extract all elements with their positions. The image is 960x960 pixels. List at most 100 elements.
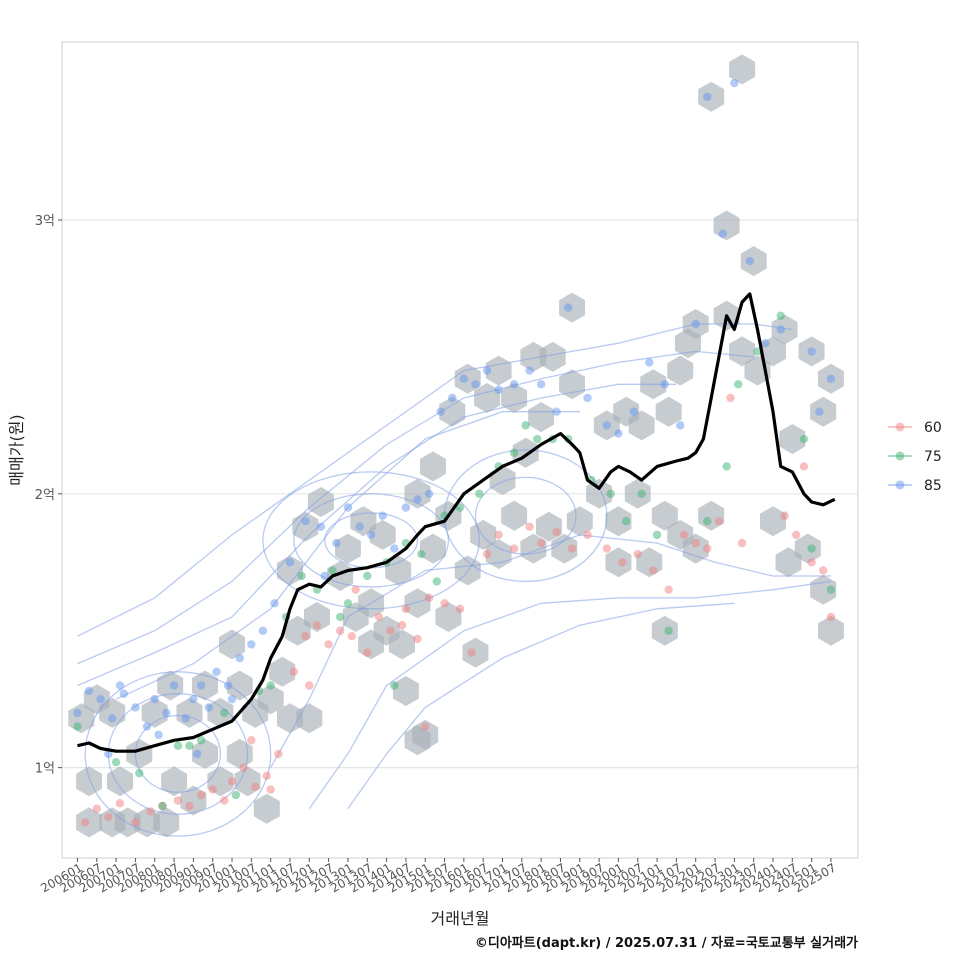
point-75 bbox=[111, 757, 121, 767]
hex-bin bbox=[551, 533, 578, 564]
hex-bin bbox=[586, 478, 613, 509]
point-85 bbox=[154, 730, 163, 739]
caption: ©디아파트(dapt.kr) / 2025.07.31 / 자료=국토교통부 실… bbox=[475, 935, 858, 951]
point-60 bbox=[92, 804, 101, 813]
scatter-points bbox=[73, 78, 836, 827]
point-85 bbox=[494, 385, 503, 394]
point-85 bbox=[629, 407, 639, 416]
point-85 bbox=[602, 421, 612, 430]
hex-bin bbox=[435, 602, 462, 632]
point-60 bbox=[173, 796, 183, 805]
point-75 bbox=[158, 801, 167, 811]
point-85 bbox=[448, 393, 457, 403]
density-contour-line bbox=[270, 534, 831, 768]
point-85 bbox=[436, 407, 445, 416]
point-60 bbox=[799, 462, 809, 471]
point-60 bbox=[247, 736, 256, 745]
point-60 bbox=[386, 626, 395, 635]
point-75 bbox=[417, 549, 426, 559]
x-axis-title: 거래년월 bbox=[431, 909, 490, 928]
point-60 bbox=[482, 549, 492, 559]
density-contour-line bbox=[308, 580, 832, 810]
point-85 bbox=[270, 599, 279, 608]
point-85 bbox=[807, 347, 816, 356]
trend-line bbox=[77, 292, 836, 753]
point-75 bbox=[266, 681, 275, 690]
hex-bin bbox=[226, 670, 253, 701]
density-contour-line bbox=[347, 602, 735, 810]
point-75 bbox=[328, 566, 337, 575]
point-85 bbox=[96, 694, 105, 704]
panel-background bbox=[62, 42, 858, 858]
point-75 bbox=[734, 380, 743, 389]
point-60 bbox=[602, 544, 612, 553]
hex-bin bbox=[667, 355, 694, 386]
point-85 bbox=[285, 558, 295, 567]
point-85 bbox=[258, 626, 268, 635]
point-60 bbox=[494, 530, 503, 540]
hex-bin bbox=[655, 396, 682, 427]
point-60 bbox=[440, 599, 449, 608]
point-60 bbox=[536, 538, 546, 548]
point-85 bbox=[563, 303, 573, 312]
hex-bin bbox=[369, 519, 396, 550]
point-75 bbox=[343, 599, 353, 608]
point-60 bbox=[301, 632, 310, 641]
legend-key-point bbox=[895, 480, 905, 490]
point-75 bbox=[637, 489, 646, 499]
hex-bin bbox=[404, 478, 431, 509]
point-75 bbox=[297, 571, 306, 581]
legend-key-point bbox=[895, 451, 905, 461]
point-60 bbox=[397, 621, 407, 630]
hex-bin bbox=[292, 511, 319, 542]
y-axis-title: 매매가(원) bbox=[7, 414, 26, 485]
hex-bin bbox=[269, 656, 296, 687]
density-contour-ring bbox=[84, 671, 272, 837]
point-60 bbox=[583, 530, 592, 540]
point-60 bbox=[251, 782, 260, 792]
hex-bin bbox=[141, 697, 168, 728]
point-60 bbox=[649, 566, 658, 575]
hex-bin bbox=[682, 533, 709, 564]
legend-label: 75 bbox=[924, 449, 942, 465]
hex-bin bbox=[501, 383, 528, 413]
point-60 bbox=[664, 585, 673, 594]
point-85 bbox=[196, 681, 206, 690]
point-60 bbox=[413, 634, 422, 644]
point-85 bbox=[316, 522, 326, 531]
hex-bin bbox=[779, 424, 806, 454]
legend: 60 75 85 bbox=[888, 420, 942, 494]
point-85 bbox=[645, 358, 654, 367]
point-75 bbox=[220, 708, 229, 718]
point-85 bbox=[227, 694, 237, 704]
point-85 bbox=[583, 393, 592, 403]
density-contour-ring bbox=[262, 471, 480, 610]
point-75 bbox=[703, 516, 712, 526]
hex-bin bbox=[385, 555, 412, 586]
point-85 bbox=[761, 339, 770, 348]
point-85 bbox=[718, 229, 727, 238]
trend-layer bbox=[77, 292, 836, 753]
point-85 bbox=[115, 681, 125, 690]
point-60 bbox=[525, 522, 534, 531]
point-60 bbox=[80, 818, 90, 827]
point-60 bbox=[374, 612, 384, 622]
density-contour-line bbox=[77, 383, 677, 687]
y-tick-label: 2억 bbox=[35, 488, 55, 503]
point-60 bbox=[679, 530, 689, 540]
point-60 bbox=[807, 558, 816, 567]
point-85 bbox=[536, 380, 546, 389]
point-60 bbox=[691, 538, 700, 548]
point-85 bbox=[355, 522, 364, 531]
point-85 bbox=[826, 374, 836, 384]
point-85 bbox=[235, 653, 244, 663]
hex-bin bbox=[628, 410, 655, 441]
point-85 bbox=[301, 516, 310, 526]
point-75 bbox=[652, 530, 662, 540]
point-60 bbox=[618, 558, 627, 567]
point-60 bbox=[552, 527, 561, 537]
point-85 bbox=[676, 421, 685, 430]
point-60 bbox=[455, 604, 465, 614]
hex-bin bbox=[126, 738, 153, 769]
